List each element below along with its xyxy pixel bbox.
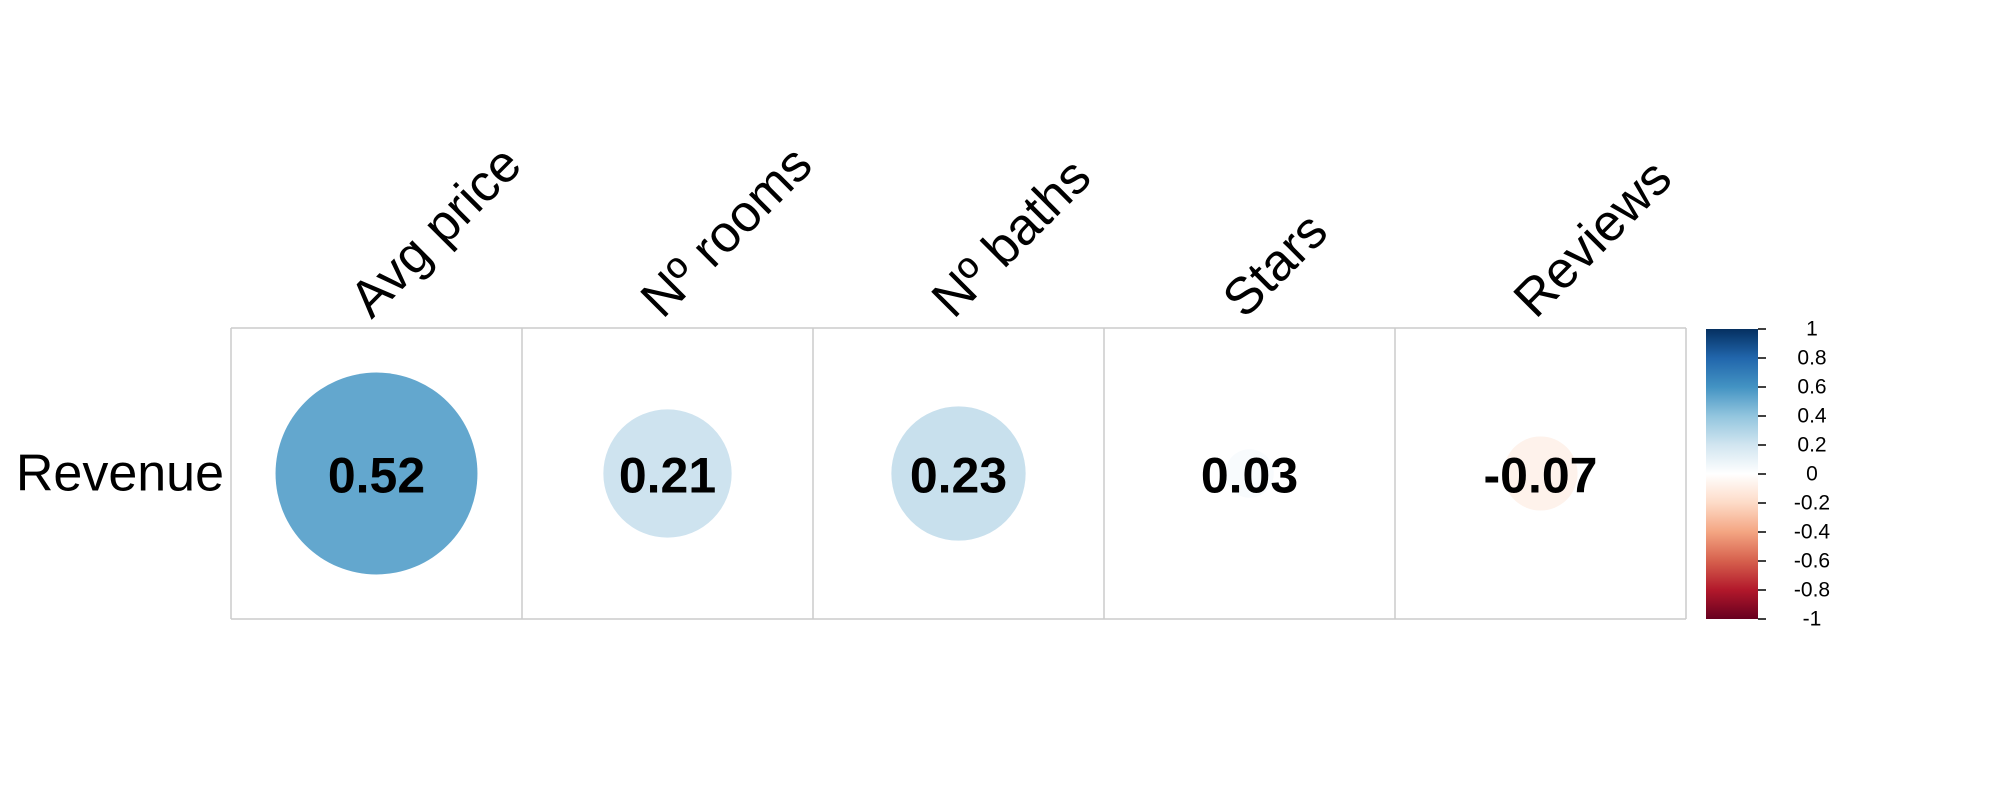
colorbar-tick-label: 0.6	[1797, 376, 1826, 399]
correlation-circle	[1225, 449, 1274, 498]
colorbar-tick-label: 0.4	[1797, 405, 1827, 428]
row-label: Revenue	[16, 445, 224, 503]
column-label: Reviews	[1503, 149, 1683, 329]
correlation-circle	[1503, 436, 1578, 511]
colorbar-tick-label: -0.8	[1794, 579, 1830, 602]
grid	[230, 327, 1687, 620]
value-label: -0.07	[1484, 448, 1598, 504]
correlation-circle	[603, 409, 732, 538]
correlation-circle	[891, 406, 1026, 541]
value-label: 0.23	[910, 448, 1007, 504]
colorbar-gradient	[1706, 329, 1758, 619]
value-label: 0.21	[619, 448, 716, 504]
value-label: 0.52	[328, 448, 425, 504]
correlation-circle	[275, 372, 478, 575]
colorbar-tick-label: 0.8	[1797, 347, 1826, 370]
column-label: Nº rooms	[630, 135, 823, 328]
colorbar-tick-label: 0	[1806, 463, 1818, 486]
colorbar-tick-label: -1	[1803, 608, 1822, 631]
colorbar: 1 0.8 0.6 0.4 0.2 0 -0.2 -0.4 -0.6 -0.8 -1	[1706, 318, 1830, 631]
correlation-circles	[275, 372, 1578, 575]
colorbar-tick-label: 1	[1806, 318, 1818, 341]
colorbar-tick-label: -0.2	[1794, 492, 1830, 515]
value-label: 0.03	[1201, 448, 1298, 504]
colorbar-tick-label: -0.6	[1794, 550, 1830, 573]
column-label: Nº baths	[921, 147, 1102, 328]
colorbar-tick-label: 0.2	[1797, 434, 1826, 457]
column-label: Avg price	[339, 135, 533, 329]
column-label: Stars	[1212, 202, 1339, 329]
colorbar-tick-label: -0.4	[1794, 521, 1831, 544]
labels: Avg price Nº rooms Nº baths Stars Reviews Rev…	[16, 135, 1683, 504]
